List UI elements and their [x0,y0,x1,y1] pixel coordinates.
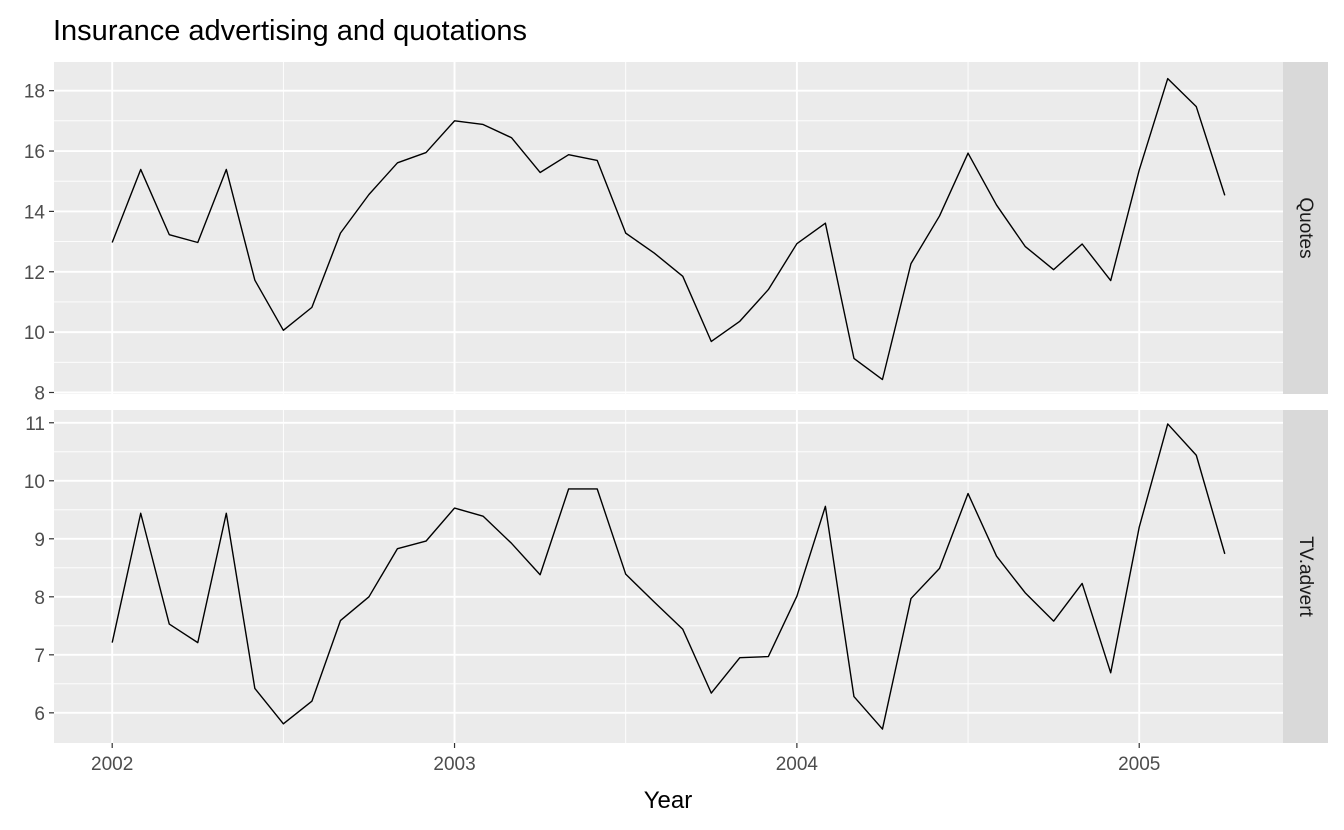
facet-panels: 8 10 12 14 16 18 Quotes 6 7 8 9 10 11 TV.advert [24,62,1328,743]
facet-strip [1283,410,1328,743]
x-axis-title: Year [644,787,693,814]
y-tick-label: 11 [25,414,45,435]
y-tick-label: 8 [34,383,45,404]
y-tick-label: 6 [34,704,45,725]
x-tick-label: 2004 [776,754,819,775]
chart-title: Insurance advertising and quotations [53,15,527,47]
y-tick-label: 14 [24,202,46,223]
y-tick-label: 18 [24,82,45,103]
series-line-tv-advert [111,423,1226,730]
facet-strip-label: TV.advert [1295,536,1316,617]
facet-panel-tv-advert: 6 7 8 9 10 11 TV.advert [24,410,1328,743]
panel-background [54,62,1283,394]
y-tick-label: 10 [24,472,45,493]
facet-strip [1283,62,1328,394]
series-line-quotes [111,77,1226,381]
facet-strip-label: Quotes [1295,197,1316,258]
x-tick-label: 2005 [1118,754,1160,775]
panel-background [54,410,1283,743]
x-tick-label: 2002 [91,754,133,775]
y-tick-label: 10 [24,323,45,344]
y-tick-label: 16 [24,142,45,163]
y-tick-label: 8 [34,588,45,609]
x-axis: 2002 2003 2004 2005 [91,743,1160,775]
x-tick-label: 2003 [433,754,475,775]
y-tick-label: 7 [34,646,45,667]
y-tick-label: 12 [24,263,45,284]
y-tick-label: 9 [34,530,45,551]
facet-panel-quotes: 8 10 12 14 16 18 Quotes [24,62,1328,404]
